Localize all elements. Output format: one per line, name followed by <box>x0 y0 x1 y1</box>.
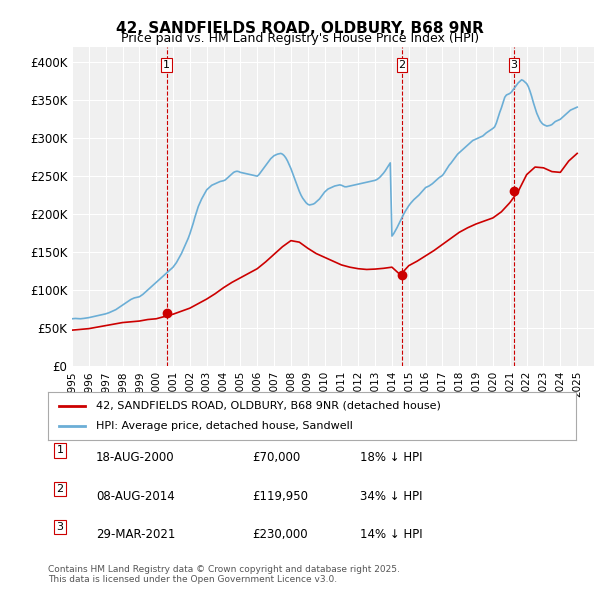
Text: 1: 1 <box>56 445 64 455</box>
Text: £70,000: £70,000 <box>252 451 300 464</box>
Text: 18% ↓ HPI: 18% ↓ HPI <box>360 451 422 464</box>
Text: HPI: Average price, detached house, Sandwell: HPI: Average price, detached house, Sand… <box>95 421 352 431</box>
Text: 2: 2 <box>56 484 64 494</box>
Text: 1: 1 <box>163 60 170 70</box>
Text: Price paid vs. HM Land Registry's House Price Index (HPI): Price paid vs. HM Land Registry's House … <box>121 32 479 45</box>
Text: Contains HM Land Registry data © Crown copyright and database right 2025.
This d: Contains HM Land Registry data © Crown c… <box>48 565 400 584</box>
Text: 14% ↓ HPI: 14% ↓ HPI <box>360 528 422 541</box>
Text: 42, SANDFIELDS ROAD, OLDBURY, B68 9NR: 42, SANDFIELDS ROAD, OLDBURY, B68 9NR <box>116 21 484 35</box>
Text: 34% ↓ HPI: 34% ↓ HPI <box>360 490 422 503</box>
Text: 08-AUG-2014: 08-AUG-2014 <box>96 490 175 503</box>
Text: 18-AUG-2000: 18-AUG-2000 <box>96 451 175 464</box>
Text: 29-MAR-2021: 29-MAR-2021 <box>96 528 175 541</box>
Text: 42, SANDFIELDS ROAD, OLDBURY, B68 9NR (detached house): 42, SANDFIELDS ROAD, OLDBURY, B68 9NR (d… <box>95 401 440 411</box>
Text: £119,950: £119,950 <box>252 490 308 503</box>
Text: 2: 2 <box>398 60 406 70</box>
Text: £230,000: £230,000 <box>252 528 308 541</box>
Text: 3: 3 <box>511 60 517 70</box>
Text: 3: 3 <box>56 522 64 532</box>
